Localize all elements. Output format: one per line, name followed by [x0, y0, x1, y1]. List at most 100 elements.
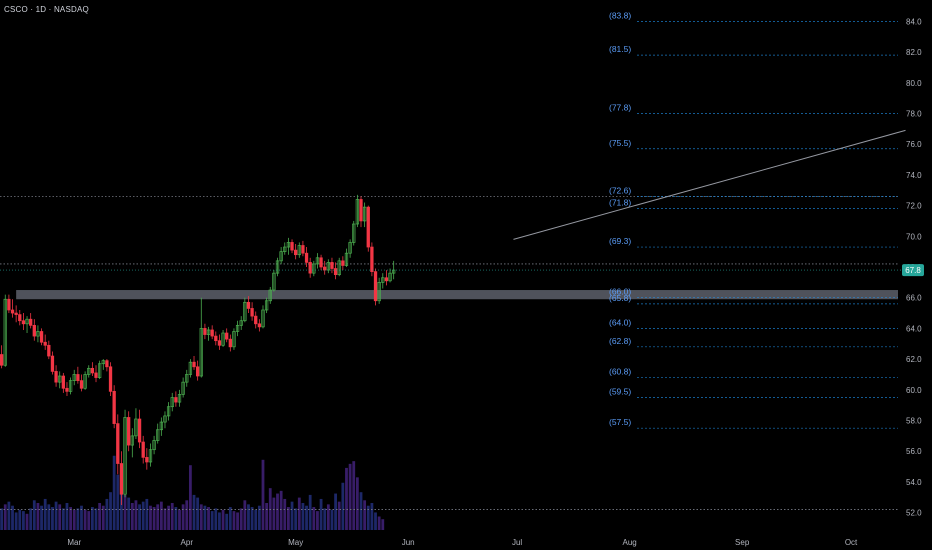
candle-body — [116, 423, 120, 464]
volume-bar — [221, 509, 225, 530]
volume-bar — [228, 507, 232, 530]
volume-bar — [61, 508, 65, 530]
volume-bar — [83, 509, 87, 530]
trend-line — [513, 129, 906, 240]
volume-bar — [43, 498, 47, 530]
fib-level-label: (65.8) — [609, 293, 631, 303]
candle-body — [58, 375, 62, 383]
volume-bar — [210, 511, 214, 530]
last-price-tag-box — [902, 264, 924, 277]
volume-bar — [330, 509, 334, 530]
candle-body — [72, 374, 76, 381]
volume-bar — [185, 500, 189, 530]
volume-bar — [341, 482, 345, 530]
time-axis-label: Jul — [512, 538, 522, 547]
volume-bar — [207, 507, 210, 530]
drawings — [513, 129, 906, 240]
candle-body — [250, 308, 254, 317]
candle-body — [275, 260, 280, 274]
candle-body — [326, 262, 330, 271]
candle-body — [83, 374, 87, 389]
candle-body — [323, 266, 327, 271]
price-axis-label: 84.0 — [906, 17, 922, 26]
candle-body — [362, 206, 367, 222]
fib-level-label: (62.8) — [609, 336, 631, 346]
fib-level-label: (60.8) — [609, 367, 631, 377]
volume-bar — [276, 493, 279, 530]
price-axis-label: 78.0 — [906, 109, 922, 118]
volume-bar — [101, 505, 105, 530]
candle-body — [108, 366, 113, 392]
volume-bar — [141, 501, 145, 530]
candle-body — [344, 252, 349, 266]
price-axis-label: 62.0 — [906, 355, 922, 364]
candle-body — [315, 257, 320, 265]
candle-body — [181, 381, 185, 395]
price-axis-label: 56.0 — [906, 447, 922, 456]
volume-bar — [261, 459, 265, 530]
volume-bar — [40, 505, 43, 530]
volume-bar — [196, 497, 200, 530]
volume-bar — [76, 508, 80, 530]
candle-body — [272, 272, 276, 291]
fib-level-label: (57.5) — [609, 417, 631, 427]
candle-body — [127, 417, 131, 446]
candle-body — [112, 391, 116, 424]
volume-bar — [236, 512, 239, 530]
volume-bar — [181, 504, 185, 530]
volume-bar — [272, 497, 276, 530]
volume-bar — [178, 509, 181, 530]
candle-body — [359, 199, 363, 222]
fib-level-label: (75.5) — [609, 138, 631, 148]
fib-level-label: (69.3) — [609, 236, 631, 246]
volume-bar — [11, 505, 14, 530]
candle-body — [373, 271, 378, 302]
support-band — [16, 290, 898, 300]
candle-body — [166, 406, 171, 417]
candle-body — [130, 435, 134, 446]
candle-body — [39, 331, 44, 343]
candle-body — [246, 301, 251, 309]
candle-body — [384, 277, 389, 282]
volume-bar — [370, 503, 374, 530]
volume-bar — [112, 455, 116, 530]
candle-body — [32, 324, 36, 337]
candle-body — [264, 300, 269, 311]
candle-body — [308, 262, 312, 274]
candle-body — [199, 328, 203, 377]
price-axis-label: 72.0 — [906, 202, 922, 211]
candle-body — [76, 374, 80, 381]
candle-body — [90, 367, 95, 374]
fib-level-label: (77.8) — [609, 102, 631, 112]
volume-bar — [98, 503, 102, 530]
volume-bar — [22, 511, 25, 530]
volume-bar — [257, 505, 261, 530]
candle-body — [137, 418, 142, 443]
volume-bar — [0, 508, 4, 530]
last-price-tag: 67.8 — [0, 264, 924, 277]
candle-body — [94, 372, 98, 378]
candle-body — [243, 301, 247, 322]
volume-bar — [345, 467, 348, 530]
time-axis[interactable]: Mar Apr May Jun Jul Aug Sep Oct — [67, 538, 858, 547]
candle-body — [304, 252, 309, 263]
candle-body — [3, 298, 7, 366]
volume-bar — [348, 463, 352, 530]
candle-body — [68, 380, 73, 392]
candle-body — [261, 309, 265, 328]
candle-body — [145, 457, 149, 463]
volume-bar — [239, 508, 243, 530]
volume-bar — [138, 504, 141, 530]
volume-bar — [355, 477, 359, 530]
candle-body — [286, 242, 291, 248]
volume-bar — [243, 500, 247, 530]
candle-body — [0, 354, 4, 366]
price-axis-label: 76.0 — [906, 140, 922, 149]
candle-body — [61, 375, 65, 389]
volume-bars — [0, 455, 385, 530]
volume-bar — [225, 513, 229, 530]
volume-bar — [265, 503, 269, 530]
price-axis-label: 80.0 — [906, 79, 922, 88]
candle-body — [214, 335, 218, 342]
